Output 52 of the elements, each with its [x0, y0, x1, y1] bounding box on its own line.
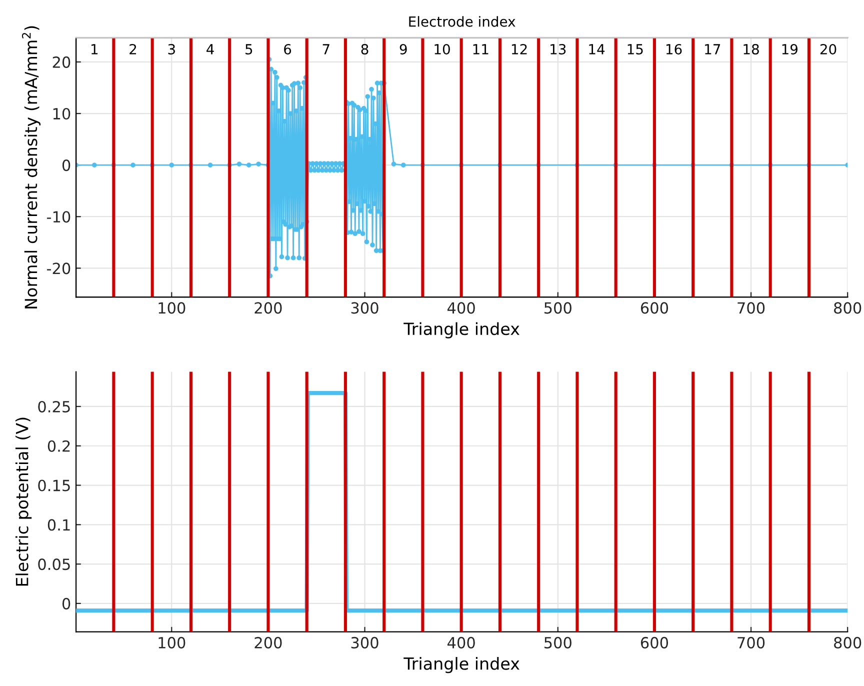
y-tick-label: 20 [52, 56, 70, 68]
x2-tick-label: 1 [91, 44, 98, 54]
x2-tick-label: 5 [246, 44, 252, 54]
y-tick-label: 0 [62, 160, 70, 172]
x2-tick-label: 7 [322, 44, 330, 54]
x-tick-label: 800 [834, 302, 862, 314]
y-tick-label: 0.15 [38, 480, 70, 492]
x-tick-label: 100 [158, 636, 186, 648]
x2-tick-label: 6 [284, 44, 292, 54]
y-tick-label: 0.25 [38, 400, 70, 412]
x-tick-label: 500 [544, 302, 572, 314]
x2-tick-label: 19 [782, 44, 798, 54]
x2-tick-label: 3 [168, 44, 175, 54]
x2-tick-label: 14 [589, 44, 605, 54]
x2-axis-title: Electrode index [409, 16, 516, 27]
x2-tick-label: 15 [628, 44, 643, 54]
x-tick-label: 800 [834, 636, 862, 648]
y-tick-label: 0.2 [48, 440, 70, 452]
x2-tick-label: 18 [744, 44, 759, 54]
x2-tick-label: 10 [434, 44, 450, 54]
x-tick-label: 700 [738, 302, 765, 314]
y-tick-label: 0.05 [38, 558, 70, 570]
y-tick-label: -10 [46, 211, 70, 223]
y-tick-label: -20 [46, 262, 70, 274]
x-tick-label: 600 [640, 302, 668, 314]
x2-tick-label: 17 [705, 44, 720, 54]
y-tick-label: 0 [62, 598, 70, 610]
y-axis-title: Normal current density (mA/mm$^{2}$) [22, 26, 40, 308]
y-tick-label: 0.1 [48, 519, 70, 531]
x-tick-label: 200 [254, 636, 282, 648]
x-tick-label: 100 [158, 302, 186, 314]
x2-tick-label: 4 [206, 44, 214, 54]
x-axis-title: Triangle index [404, 322, 520, 338]
x-tick-label: 700 [738, 636, 765, 648]
y-axis-title: Electric potential (V) [15, 418, 32, 586]
x-tick-label: 200 [254, 302, 282, 314]
x-tick-label: 600 [640, 636, 668, 648]
x2-tick-label: 20 [820, 44, 836, 54]
x2-tick-label: 9 [400, 44, 407, 54]
x2-tick-label: 12 [512, 44, 527, 54]
x-tick-label: 500 [544, 636, 572, 648]
x2-tick-label: 13 [550, 44, 566, 54]
x2-tick-label: 11 [473, 44, 488, 54]
x2-tick-label: 2 [130, 44, 136, 54]
x2-tick-label: 16 [666, 44, 682, 54]
y-tick-label: 10 [53, 108, 70, 120]
x2-tick-label: 8 [361, 44, 368, 54]
x-tick-label: 300 [351, 302, 378, 314]
x-tick-label: 300 [351, 636, 378, 648]
x-tick-label: 400 [447, 636, 475, 648]
x-tick-label: 400 [447, 302, 475, 314]
x-axis-title: Triangle index [404, 657, 520, 674]
